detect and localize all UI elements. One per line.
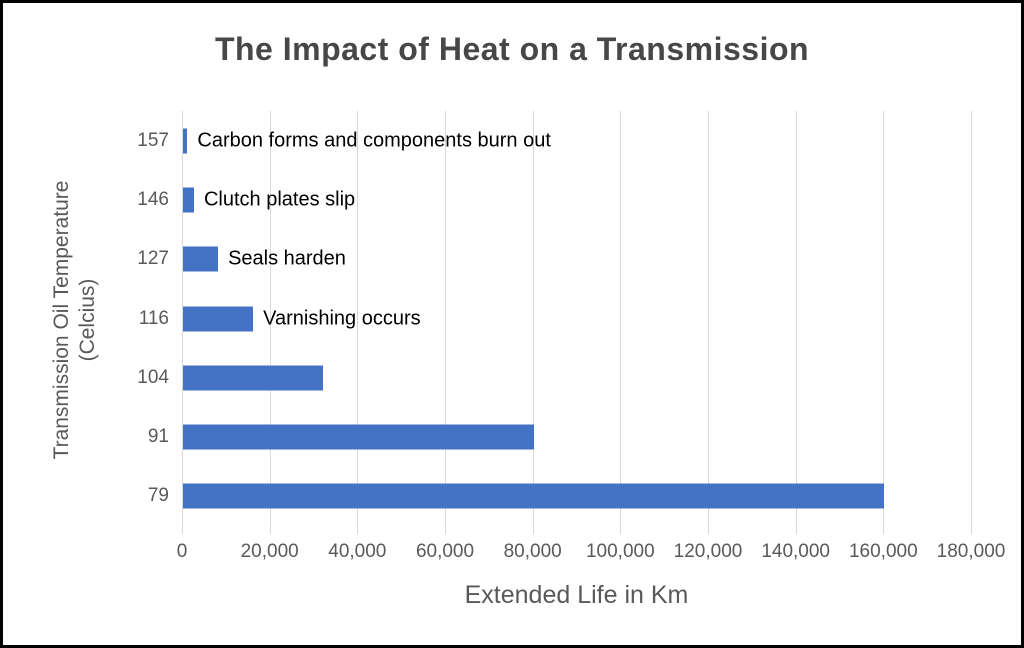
x-axis-tickmark	[971, 526, 972, 534]
x-tick-label: 40,000	[328, 541, 387, 562]
bar-116	[183, 306, 254, 331]
x-tick-label: 60,000	[415, 541, 475, 562]
gridline-80,000	[532, 111, 534, 526]
gridline-180,000	[971, 111, 972, 526]
bar-79	[183, 483, 885, 509]
category-label-79: 79	[147, 485, 169, 507]
x-tick-label: 160,000	[848, 541, 918, 562]
y-axis-title: Transmission Oil Temperature (Celcius)	[49, 181, 102, 460]
x-axis-tickmark	[182, 526, 183, 534]
x-tick-label: 120,000	[673, 541, 743, 562]
x-tick-label: 80,000	[503, 541, 562, 562]
category-label-127: 127	[137, 248, 169, 270]
category-label-116: 116	[138, 307, 169, 329]
category-label-104: 104	[137, 366, 169, 388]
gridline-120,000	[708, 111, 709, 526]
gridline-140,000	[795, 111, 797, 526]
point-label-116: Varnishing occurs	[263, 307, 421, 329]
y-axis-category-labels: 157 146 127 116 104 91 79	[101, 111, 169, 523]
x-axis-tickmark	[269, 526, 271, 534]
x-tick-label: 140,000	[761, 541, 830, 562]
plot-area: Carbon forms and components burn out Clut…	[182, 111, 972, 534]
x-tick-label: 100,000	[585, 541, 655, 562]
bar-146	[183, 187, 194, 213]
chart-title: The Impact of Heat on a Transmission	[214, 31, 810, 67]
gridline-20,000	[269, 111, 271, 526]
point-label-127: Seals harden	[228, 247, 346, 270]
category-label-91: 91	[147, 426, 169, 448]
x-tick-label: 180,000	[936, 541, 1006, 562]
y-axis-title-line1: Transmission Oil Temperature	[49, 180, 73, 460]
bar-127	[183, 246, 219, 272]
x-axis-tickmark	[708, 526, 709, 534]
gridline-100,000	[620, 111, 622, 526]
gridline-160,000	[883, 111, 885, 526]
category-label-157: 157	[137, 129, 169, 151]
category-label-146: 146	[137, 188, 169, 210]
x-tick-label: 20,000	[240, 541, 299, 562]
bar-157	[183, 128, 188, 154]
gridline-40,000	[357, 111, 359, 526]
x-axis-tickmark	[445, 526, 446, 534]
x-axis-title: Extended Life in Km	[464, 581, 689, 609]
y-axis-title-line2: (Celcius)	[76, 278, 99, 362]
x-axis-tickmark	[357, 526, 359, 534]
bar-91	[183, 424, 534, 450]
x-tick-label: 0	[176, 541, 188, 562]
point-label-146: Clutch plates slip	[203, 188, 356, 211]
bar-104	[183, 365, 324, 391]
x-axis-tickmark	[532, 526, 534, 534]
x-axis-tickmark	[620, 526, 622, 534]
gridline-0	[182, 111, 183, 526]
x-axis-tick-labels: 0 20,000 40,000 60,000 80,000 100,000 120,000 1…	[177, 541, 1006, 565]
x-axis-tickmark	[795, 526, 797, 534]
x-axis-tickmark	[883, 526, 885, 534]
gridline-60,000	[445, 111, 446, 526]
point-label-157: Carbon forms and components burn out	[197, 129, 551, 152]
